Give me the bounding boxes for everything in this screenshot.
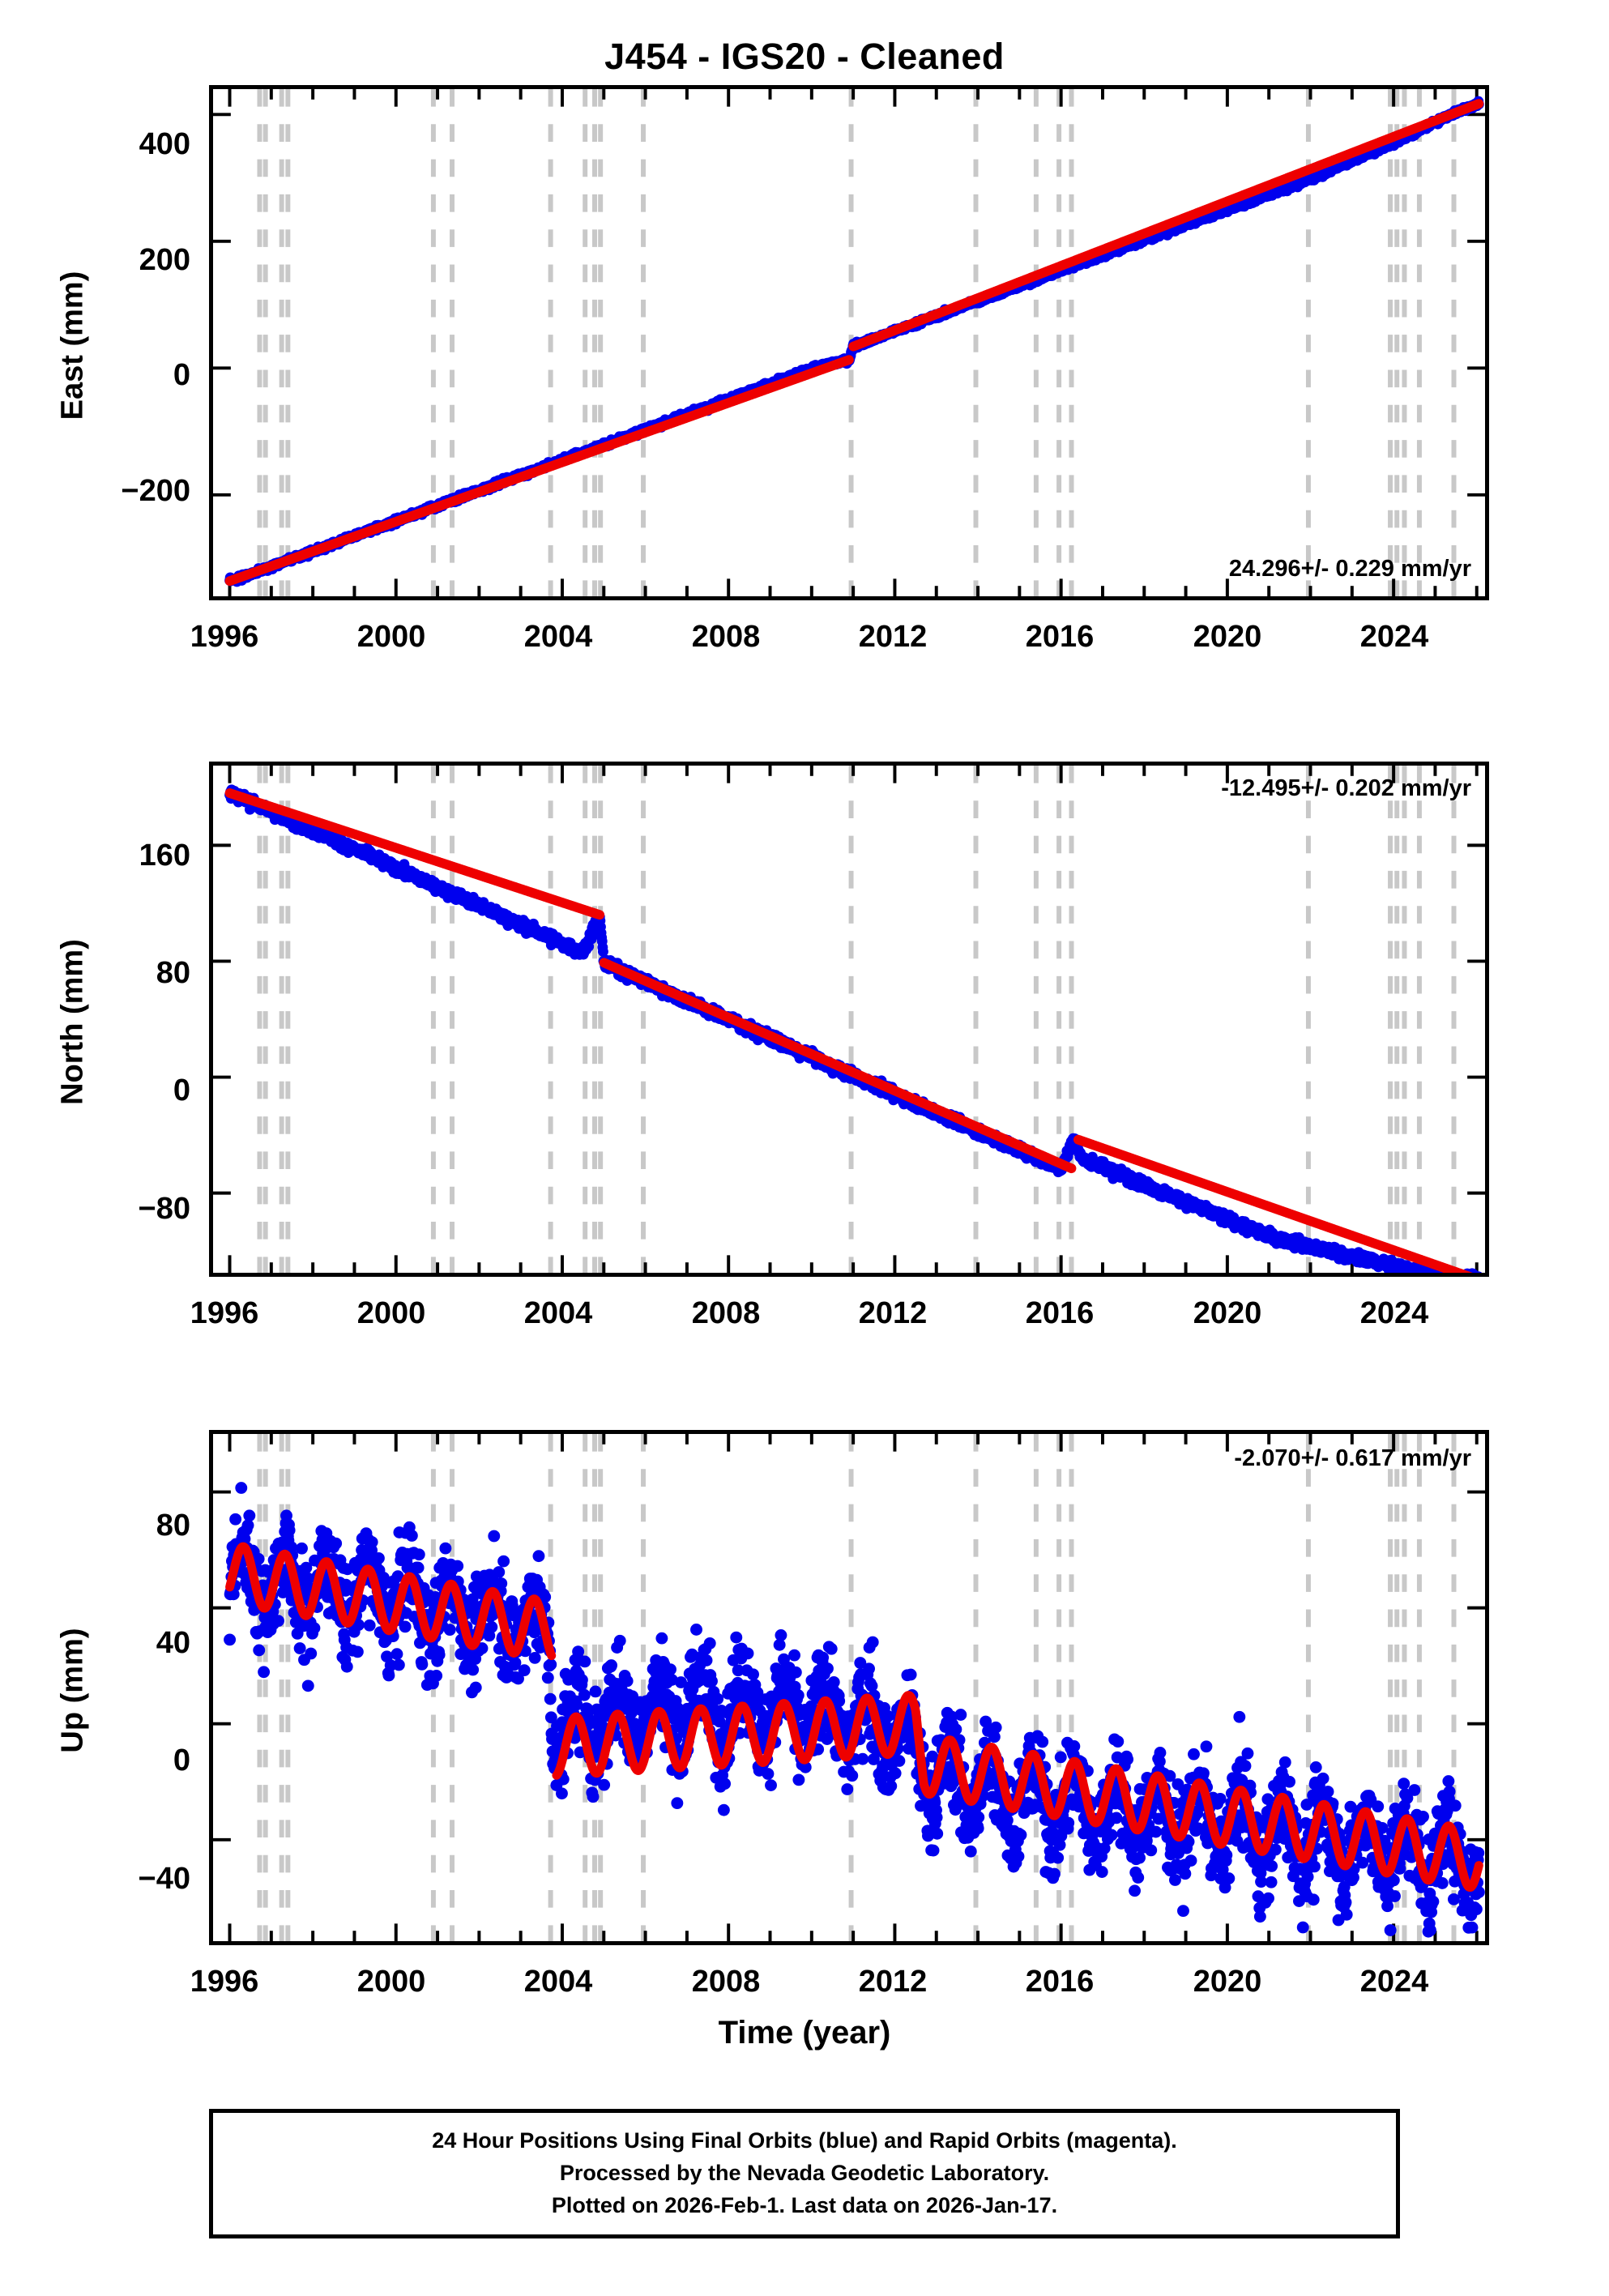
axis-ticks [213,89,1485,596]
panel-east [209,85,1489,600]
data-points [224,1482,1485,1938]
xtick-north-4: 2012 [858,1296,928,1330]
xtick-east-4: 2012 [858,620,928,654]
ytick-up-2: 0 [173,1743,190,1777]
xtick-east-5: 2016 [1025,620,1095,654]
rate-label-north: -12.495+/- 0.202 mm/yr [1221,775,1471,801]
ytick-east-1: 200 [139,243,190,277]
page-title: J454 - IGS20 - Cleaned [604,36,1005,77]
ytick-up-0: 80 [156,1509,190,1543]
panel-north [209,762,1489,1277]
xtick-north-6: 2020 [1193,1296,1262,1330]
ytick-north-0: 160 [139,839,190,873]
axis-ticks [213,1434,1485,1941]
panel-up [209,1430,1489,1945]
ytick-up-3: −40 [138,1862,190,1896]
footer-line-1: 24 Hour Positions Using Final Orbits (bl… [432,2128,1177,2153]
xtick-east-3: 2008 [691,620,761,654]
axis-label-time: Time (year) [718,2015,891,2051]
offset-marker-lines [257,89,1457,596]
panel-north-frame [209,762,1489,1277]
ytick-north-2: 0 [173,1073,190,1107]
footer-line-3: Plotted on 2026-Feb-1. Last data on 2026… [551,2192,1058,2217]
panel-up-frame [209,1430,1489,1945]
xtick-east-1: 2000 [356,620,426,654]
xtick-north-2: 2004 [523,1296,593,1330]
xtick-north-1: 2000 [356,1296,426,1330]
xtick-east-7: 2024 [1359,620,1429,654]
panel-north-plot-area [213,766,1485,1273]
xtick-east-6: 2020 [1193,620,1262,654]
footer-note-box: 24 Hour Positions Using Final Orbits (bl… [209,2109,1400,2238]
footer-line-2: Processed by the Nevada Geodetic Laborat… [559,2161,1050,2186]
xtick-east-2: 2004 [523,620,593,654]
ytick-north-1: 80 [156,956,190,990]
rate-label-east: 24.296+/- 0.229 mm/yr [1228,556,1471,582]
xtick-north-0: 1996 [190,1296,259,1330]
model-fit-line [225,1542,1483,1893]
xtick-up-2: 2004 [523,1965,593,1999]
panel-up-plot-area [213,1434,1485,1941]
ytick-up-1: 40 [156,1626,190,1660]
xtick-up-5: 2016 [1025,1965,1095,1999]
ytick-north-3: −80 [138,1192,190,1226]
xtick-up-0: 1996 [190,1965,259,1999]
xtick-up-1: 2000 [356,1965,426,1999]
xtick-north-5: 2016 [1025,1296,1095,1330]
xtick-up-4: 2012 [858,1965,928,1999]
xtick-up-3: 2008 [691,1965,761,1999]
panel-east-plot-area [213,89,1485,596]
xtick-up-6: 2020 [1193,1965,1262,1999]
rate-label-up: -2.070+/- 0.617 mm/yr [1234,1445,1471,1471]
offset-marker-lines [257,766,1457,1273]
axis-ticks [213,766,1485,1273]
model-fit-line [224,788,1473,1273]
ytick-east-0: 400 [139,127,190,161]
xtick-east-0: 1996 [190,620,259,654]
xtick-north-7: 2024 [1359,1296,1429,1330]
panel-east-frame [209,85,1489,600]
xtick-north-3: 2008 [691,1296,761,1330]
ytick-east-3: −200 [121,474,190,508]
model-fit-line [224,99,1484,587]
xtick-up-7: 2024 [1359,1965,1429,1999]
ytick-east-2: 0 [173,358,190,392]
